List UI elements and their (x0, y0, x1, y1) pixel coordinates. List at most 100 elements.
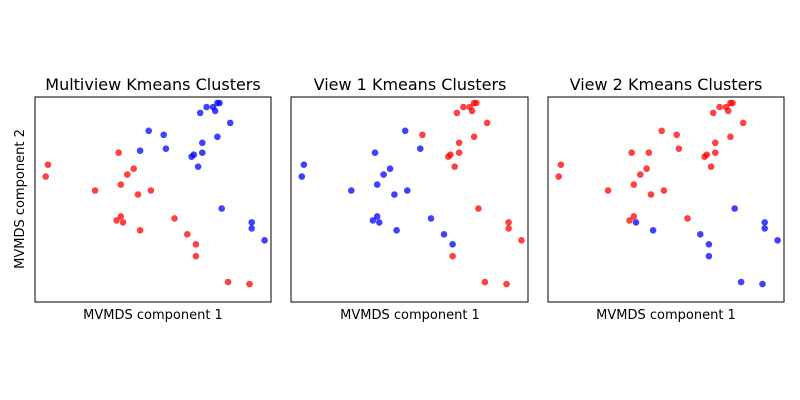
subplot-3-point-12 (645, 149, 653, 156)
subplot-3-point-19 (712, 149, 719, 156)
subplot-3-point-29 (739, 119, 747, 127)
subplot-1-point-19 (246, 280, 253, 288)
subplot-3-points (555, 99, 781, 288)
subplot-3-title: View 2 Kmeans Clusters (570, 75, 763, 94)
subplot-2-point-16 (449, 241, 456, 248)
subplot-1: Multiview Kmeans Clusters MVMDS componen… (13, 75, 272, 323)
subplot-3-point-4 (630, 181, 638, 188)
subplot-2-point-17 (401, 127, 409, 135)
subplot-2-point-26 (455, 139, 463, 147)
subplot-1-point-25 (190, 151, 198, 158)
subplot-1-point-1 (42, 173, 49, 180)
subplot-1-point-2 (44, 161, 52, 168)
subplot-2-point-39 (518, 237, 525, 244)
subplot-2-point-25 (455, 149, 463, 156)
subplot-1-point-28 (194, 163, 202, 170)
subplot-3-point-39 (761, 225, 768, 232)
subplot-1-point-20 (145, 127, 152, 135)
subplot-2-point-27 (451, 163, 458, 170)
subplot-2-point-15 (440, 231, 448, 238)
subplot-2-point-5 (369, 217, 377, 224)
subplot-2-point-20 (481, 278, 489, 286)
subplot-3-point-1 (555, 173, 562, 180)
subplot-1-point-36 (226, 119, 234, 127)
subplot-1-point-39 (248, 225, 255, 232)
subplot-2-point-2 (300, 161, 308, 168)
subplot-3-point-25 (724, 107, 732, 115)
subplot-3-point-7 (637, 171, 644, 178)
subplot-3-point-34 (705, 252, 713, 260)
subplot-1-point-11 (134, 191, 142, 198)
subplot-3-point-35 (737, 278, 745, 286)
subplot-2-point-12 (393, 227, 400, 234)
subplot-2-point-37 (505, 219, 512, 226)
subplot-3-frame (547, 96, 785, 303)
subplot-3-point-30 (632, 219, 640, 226)
subplot-1-point-23 (162, 145, 170, 152)
subplot-1-point-15 (184, 231, 191, 238)
subplot-3-point-21 (707, 163, 715, 170)
subplot-3-point-10 (647, 191, 655, 198)
subplot-3-point-40 (774, 237, 781, 244)
subplot-2: View 1 Kmeans Clusters MVMDS component 1 (290, 75, 529, 323)
subplot-3-point-23 (716, 103, 723, 111)
subplot-3-point-31 (649, 227, 657, 234)
subplot-2-point-34 (470, 133, 478, 141)
subplot-3-point-13 (658, 127, 665, 135)
subplot-2-point-31 (468, 107, 476, 115)
subplot-3-point-8 (643, 165, 650, 172)
subplot-2-xlabel: MVMDS component 1 (340, 308, 480, 323)
subplot-2-point-3 (348, 187, 355, 194)
subplot-3-point-38 (761, 219, 768, 226)
subplot-2-point-1 (298, 173, 306, 180)
subplot-2-point-33 (473, 99, 480, 107)
subplot-1-point-29 (196, 109, 204, 117)
subplot-1-points (42, 99, 268, 288)
subplot-1-point-30 (203, 103, 210, 111)
subplot-3-point-28 (727, 133, 734, 141)
subplot-3-point-32 (697, 231, 704, 238)
subplot-2-point-14 (427, 215, 435, 222)
subplot-1-title: Multiview Kmeans Clusters (45, 75, 260, 94)
subplot-1-point-26 (199, 149, 206, 156)
subplot-1-point-27 (199, 139, 206, 147)
subplot-2-point-8 (380, 171, 387, 178)
subplot-2-point-18 (417, 145, 424, 152)
subplot-2-point-36 (475, 205, 482, 212)
subplot-1-point-5 (113, 217, 120, 224)
subplot-3-point-36 (759, 280, 766, 288)
subplot-2-point-35 (483, 119, 491, 127)
subplot-3-point-5 (626, 217, 633, 224)
subplot-2-point-10 (371, 149, 379, 156)
subplot-2-point-7 (376, 219, 383, 226)
subplot-3-point-6 (630, 213, 638, 220)
subplot-2-point-22 (419, 131, 426, 139)
subplot-2-point-11 (391, 191, 398, 198)
subplot-3-point-3 (604, 187, 612, 194)
subplot-2-point-19 (449, 252, 456, 260)
subplot-3-point-11 (660, 187, 668, 194)
subplot-1-point-32 (211, 107, 219, 115)
subplot-2-point-38 (505, 225, 512, 232)
subplot-2-point-9 (386, 165, 394, 172)
subplot-1-point-8 (124, 171, 131, 178)
subplot-1-point-18 (224, 278, 232, 286)
subplot-3-point-27 (729, 99, 736, 107)
subplot-2-point-4 (373, 181, 381, 188)
subplot-3-point-22 (709, 109, 717, 117)
subplot-1-point-34 (216, 99, 223, 107)
subplot-1-point-16 (192, 241, 200, 248)
subplot-1-point-6 (117, 213, 125, 220)
subplot-1-point-13 (147, 187, 155, 194)
subplot-1-ylabel: MVMDS component 2 (13, 129, 28, 269)
subplot-1-point-9 (130, 165, 137, 172)
subplot-2-frame (290, 96, 529, 303)
subplot-1-point-21 (160, 131, 167, 139)
subplot-3-xlabel: MVMDS component 1 (596, 308, 736, 323)
subplot-1-point-22 (136, 147, 144, 154)
subplot-2-point-28 (453, 109, 461, 117)
subplot-1-point-14 (171, 215, 178, 222)
subplot-1-point-3 (91, 187, 99, 194)
